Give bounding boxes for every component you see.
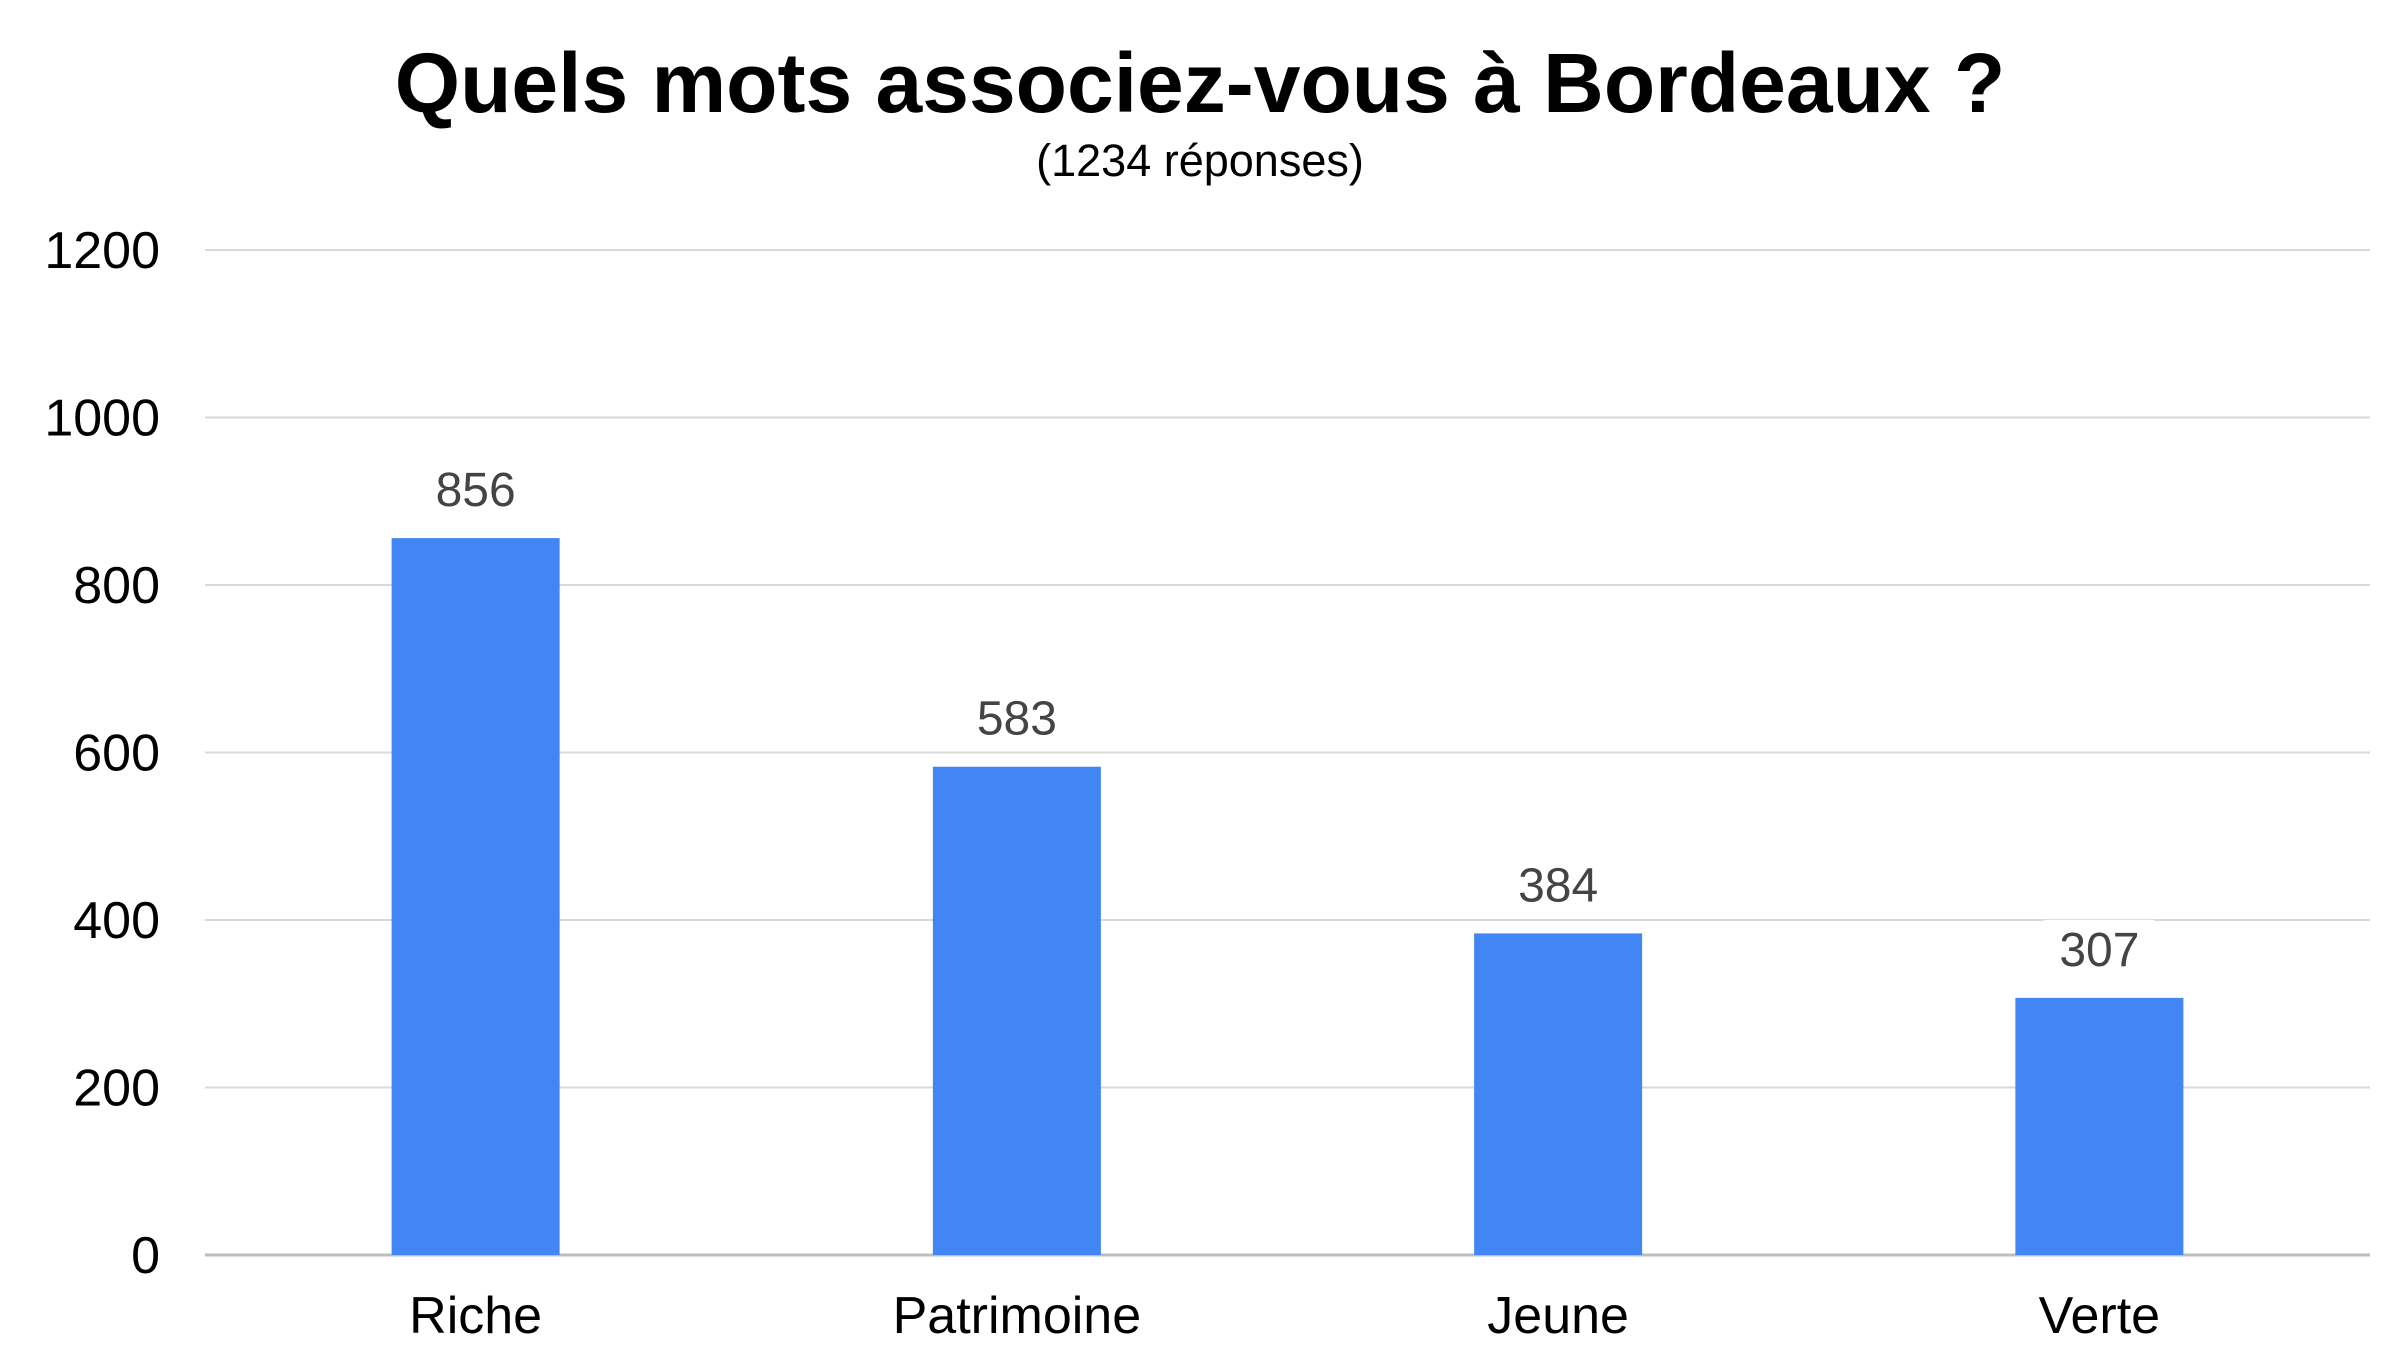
data-label: 384 bbox=[1518, 859, 1598, 912]
data-label-background bbox=[420, 460, 531, 519]
data-label: 307 bbox=[2059, 924, 2139, 977]
chart-title: Quels mots associez-vous à Bordeaux ? bbox=[395, 36, 2006, 130]
data-label: 856 bbox=[436, 464, 516, 517]
x-tick-label: Verte bbox=[2039, 1287, 2160, 1345]
x-axis-ticks: Riche Patrimoine Jeune Verte bbox=[409, 1287, 2160, 1345]
y-tick-label: 600 bbox=[73, 725, 160, 783]
bar-riche bbox=[391, 538, 560, 1255]
data-label-background bbox=[1503, 855, 1614, 914]
data-labels: 856 583 384 307 bbox=[420, 460, 2155, 978]
bar-patrimoine bbox=[932, 766, 1101, 1255]
y-tick-label: 200 bbox=[73, 1060, 160, 1118]
data-label-background bbox=[961, 688, 1072, 747]
bar-jeune bbox=[1474, 933, 1643, 1255]
gridlines bbox=[205, 249, 2370, 1257]
data-label: 583 bbox=[977, 693, 1057, 746]
y-tick-label: 800 bbox=[73, 557, 160, 615]
x-tick-label: Riche bbox=[409, 1287, 542, 1345]
chart-subtitle: (1234 réponses) bbox=[1036, 135, 1364, 186]
x-tick-label: Jeune bbox=[1487, 1287, 1629, 1345]
bars bbox=[391, 538, 2184, 1255]
bar-verte bbox=[2015, 997, 2184, 1255]
x-tick-label: Patrimoine bbox=[893, 1287, 1142, 1345]
y-tick-label: 400 bbox=[73, 892, 160, 950]
y-tick-label: 0 bbox=[131, 1227, 160, 1285]
data-label-background bbox=[2044, 919, 2155, 978]
y-tick-label: 1200 bbox=[44, 222, 160, 280]
y-tick-label: 1000 bbox=[44, 390, 160, 448]
y-axis-ticks: 0 200 400 600 800 1000 1200 bbox=[44, 222, 160, 1285]
